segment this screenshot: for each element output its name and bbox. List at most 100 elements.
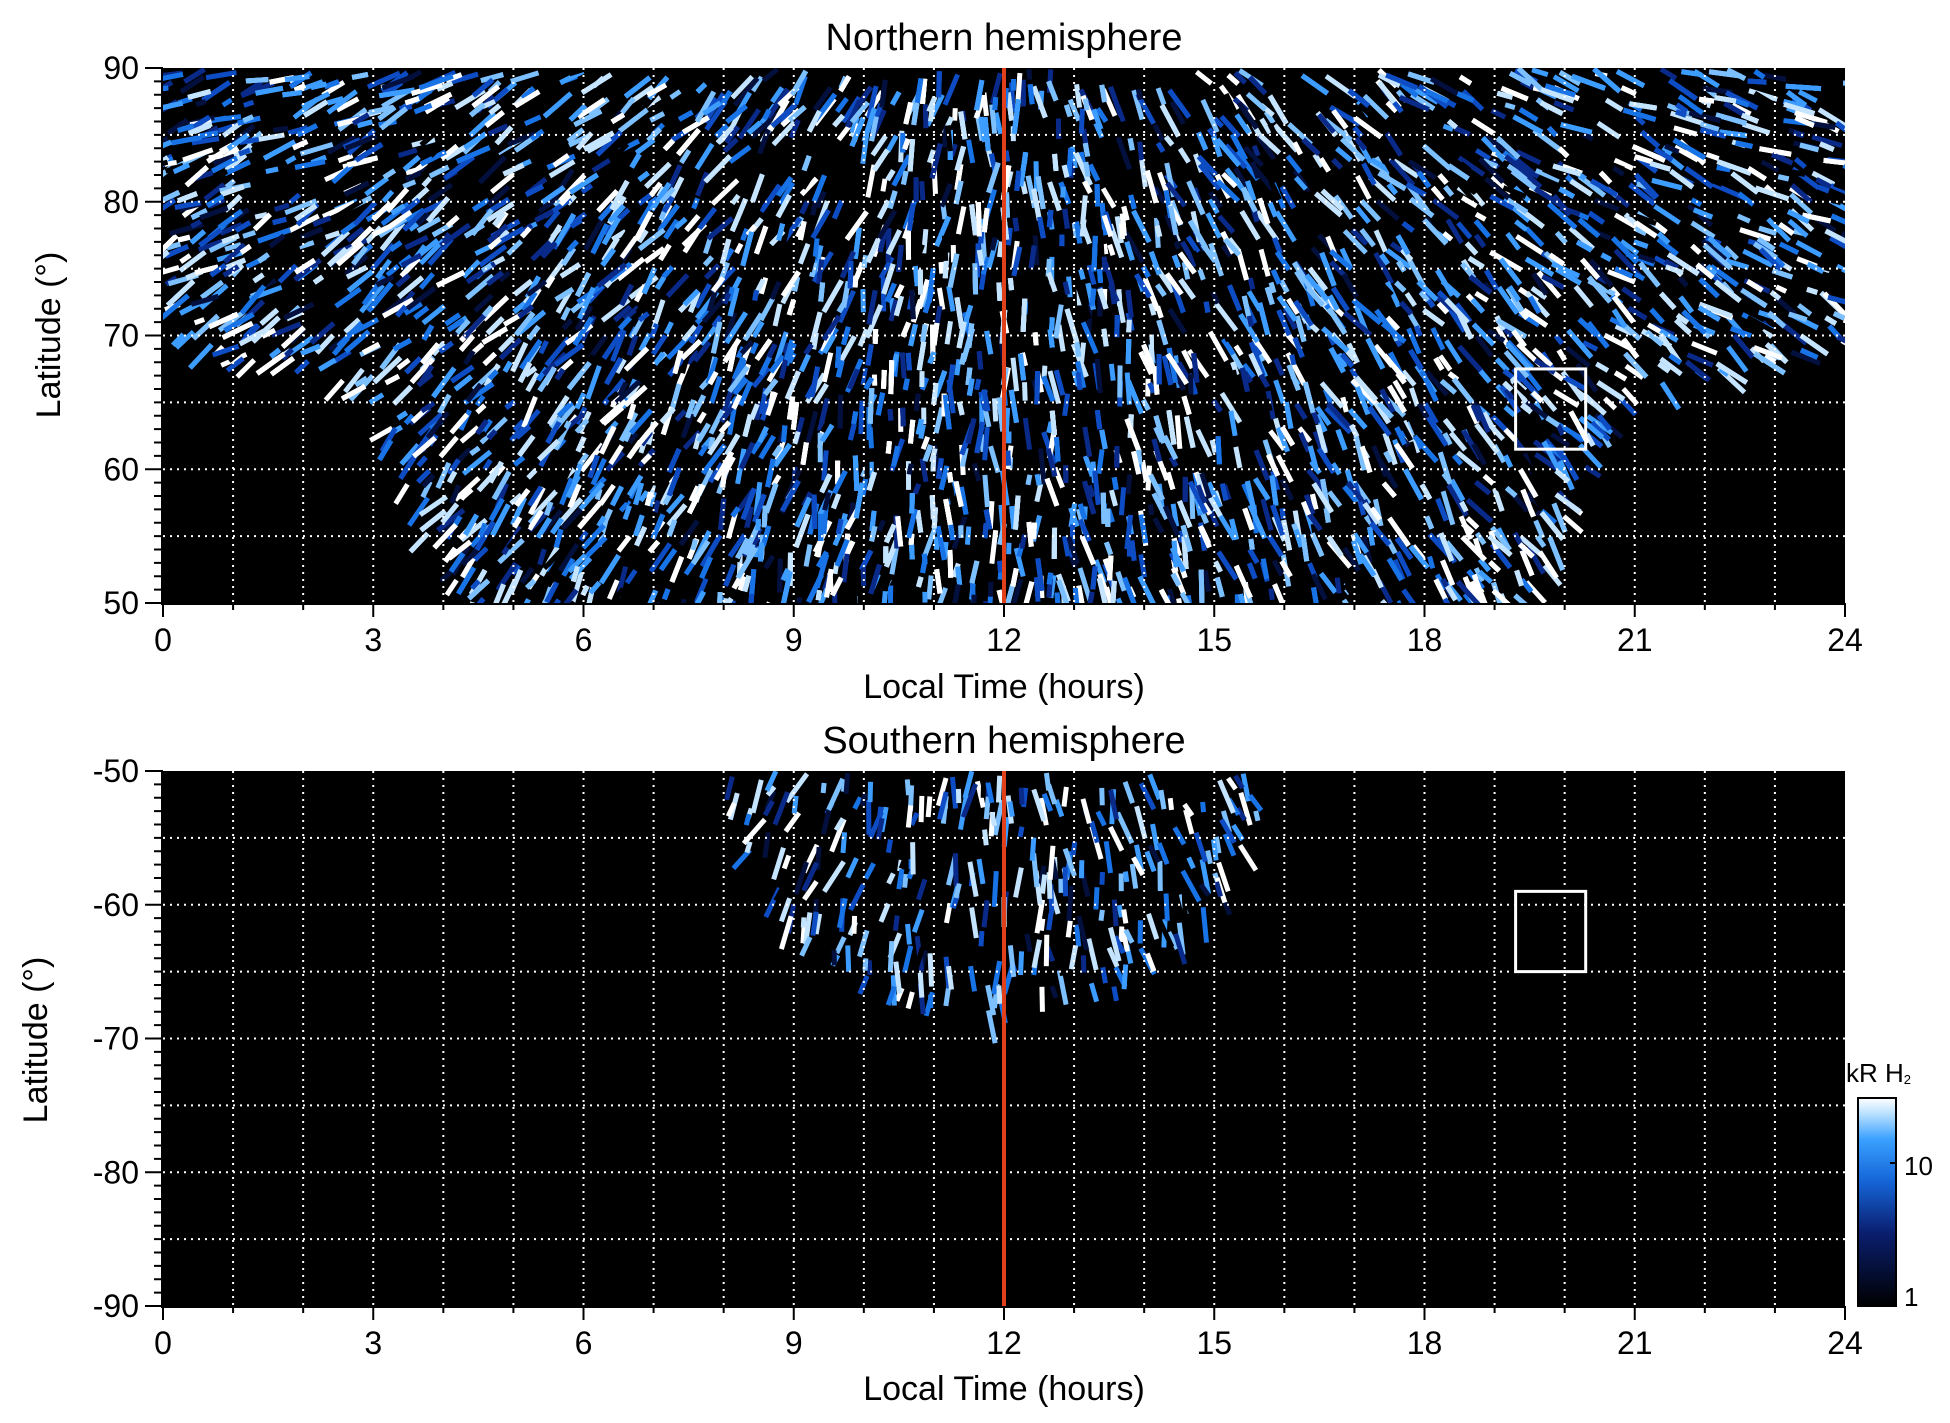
emission-streak <box>535 382 550 404</box>
emission-streak <box>942 73 960 106</box>
emission-streak <box>663 321 674 335</box>
emission-streak <box>921 228 929 254</box>
emission-streak <box>1582 340 1599 352</box>
emission-streak <box>1289 354 1297 366</box>
emission-streak <box>1165 181 1187 208</box>
emission-streak <box>1789 192 1814 216</box>
emission-streak <box>1766 217 1792 243</box>
emission-streak <box>1401 369 1417 387</box>
emission-streak <box>1638 253 1656 264</box>
emission-streak <box>1503 349 1530 379</box>
emission-streak <box>708 408 725 435</box>
emission-streak <box>1118 487 1127 516</box>
emission-streak <box>397 147 418 158</box>
emission-streak <box>1444 339 1463 365</box>
emission-streak <box>574 418 590 434</box>
emission-streak <box>474 394 486 407</box>
emission-streak <box>1618 397 1638 417</box>
emission-streak <box>1260 498 1274 531</box>
emission-streak <box>235 358 257 379</box>
emission-streak <box>221 120 243 138</box>
emission-streak <box>1729 326 1752 339</box>
emission-streak <box>876 519 887 532</box>
emission-streak <box>1200 98 1220 134</box>
emission-streak <box>459 488 471 501</box>
emission-streak <box>1217 513 1237 541</box>
emission-streak <box>473 293 494 313</box>
emission-streak <box>989 104 998 134</box>
emission-streak <box>777 525 796 552</box>
emission-streak <box>885 228 892 263</box>
emission-streak <box>163 224 165 228</box>
emission-streak <box>1161 355 1174 386</box>
emission-streak <box>1514 219 1529 232</box>
emission-streak <box>1096 449 1105 475</box>
south-panel-title: Southern hemisphere <box>822 720 1185 762</box>
emission-streak <box>1778 241 1800 256</box>
emission-streak <box>163 153 174 163</box>
emission-streak <box>1259 117 1273 135</box>
emission-streak <box>1011 246 1023 277</box>
emission-streak <box>858 400 865 435</box>
emission-streak <box>584 245 607 278</box>
emission-streak <box>1448 431 1468 452</box>
emission-streak <box>544 336 571 367</box>
emission-streak <box>1174 415 1183 450</box>
emission-streak <box>555 290 572 314</box>
emission-streak <box>1613 212 1641 231</box>
emission-streak <box>1151 492 1169 521</box>
emission-streak <box>1361 162 1377 186</box>
emission-streak <box>1624 363 1645 380</box>
emission-streak <box>710 178 740 206</box>
emission-streak <box>940 204 948 220</box>
emission-streak <box>1242 362 1256 379</box>
emission-streak <box>575 131 594 151</box>
emission-streak <box>1271 559 1284 577</box>
emission-streak <box>585 365 602 400</box>
emission-streak <box>1100 187 1117 209</box>
emission-streak <box>1375 199 1400 222</box>
emission-streak <box>1748 88 1778 102</box>
emission-streak <box>618 411 639 443</box>
emission-streak <box>1195 428 1213 458</box>
emission-streak <box>1187 374 1194 395</box>
emission-streak <box>772 303 783 327</box>
emission-streak <box>836 124 852 142</box>
emission-streak <box>524 114 542 127</box>
emission-streak <box>732 76 760 107</box>
emission-streak <box>1456 221 1473 240</box>
emission-streak <box>1797 89 1818 104</box>
emission-streak <box>1653 204 1681 225</box>
emission-streak <box>1442 231 1454 242</box>
emission-streak <box>459 425 480 444</box>
emission-streak <box>1123 230 1145 264</box>
emission-streak <box>1484 176 1512 202</box>
emission-streak <box>1573 284 1594 309</box>
emission-streak <box>1583 464 1602 479</box>
emission-streak <box>821 450 829 481</box>
emission-streak <box>637 311 650 323</box>
emission-streak <box>255 132 285 143</box>
emission-streak <box>298 240 315 250</box>
emission-streak <box>934 305 943 325</box>
emission-streak <box>237 100 268 122</box>
emission-streak <box>766 601 771 603</box>
emission-streak <box>924 518 931 534</box>
emission-streak <box>1213 560 1223 573</box>
emission-streak <box>1011 578 1024 603</box>
emission-streak <box>1718 366 1730 377</box>
emission-streak <box>178 249 207 273</box>
emission-streak <box>402 179 417 189</box>
emission-streak <box>718 420 732 434</box>
emission-streak <box>1395 550 1412 578</box>
emission-streak <box>1455 179 1480 207</box>
emission-streak <box>587 334 608 360</box>
emission-streak <box>1327 490 1343 508</box>
emission-streak <box>952 108 958 121</box>
emission-streak <box>955 205 967 235</box>
emission-streak <box>1533 519 1546 539</box>
emission-streak <box>225 356 245 373</box>
emission-streak <box>242 230 256 239</box>
emission-streak <box>754 401 764 421</box>
emission-streak <box>1108 489 1118 507</box>
